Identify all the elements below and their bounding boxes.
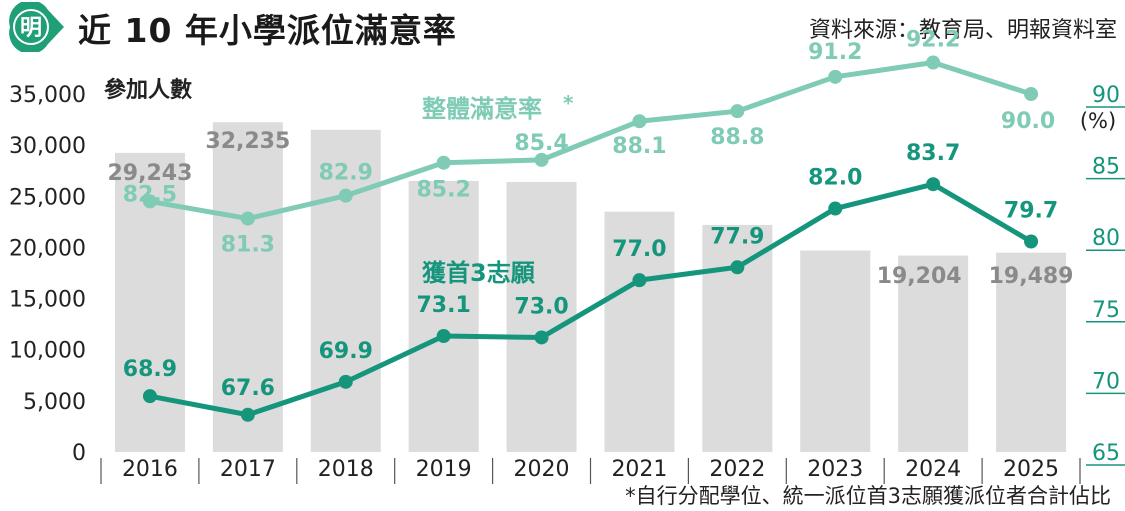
right-tick-label: 80 — [1092, 226, 1120, 251]
right-axis-unit: (%) — [1080, 109, 1116, 133]
mingpao-logo: 明 — [9, 2, 64, 52]
line-marker-2 — [1024, 234, 1039, 249]
x-tick-label: 2025 — [1003, 457, 1059, 482]
bar-2025 — [996, 252, 1067, 452]
line-data-label: 79.7 — [1004, 198, 1058, 223]
line-marker-1 — [828, 69, 843, 84]
right-tick-label: 75 — [1092, 298, 1120, 323]
line-data-label: 88.8 — [710, 125, 764, 150]
x-tick-label: 2018 — [318, 457, 374, 482]
line-data-label: 92.2 — [906, 27, 960, 52]
right-tick-label: 65 — [1092, 441, 1120, 466]
line-data-label: 91.2 — [808, 40, 862, 65]
x-tick-label: 2016 — [122, 457, 178, 482]
x-tick-label: 2021 — [611, 457, 667, 482]
series-name-marker: * — [563, 91, 574, 115]
line-data-label: 81.3 — [221, 233, 275, 258]
line-data-label: 82.0 — [808, 166, 862, 191]
right-tick-label: 85 — [1092, 155, 1120, 180]
line-marker-2 — [730, 260, 745, 275]
line-marker-2 — [828, 201, 843, 216]
line-marker-1 — [338, 188, 353, 203]
line-data-label: 77.0 — [612, 237, 666, 262]
line-marker-2 — [338, 374, 353, 389]
series-name-overall: 整體滿意率 — [422, 95, 542, 123]
line-marker-1 — [436, 155, 451, 170]
bar-data-label: 29,243 — [107, 161, 192, 186]
bar-2017 — [212, 122, 283, 453]
line-marker-2 — [926, 177, 941, 192]
line-data-label: 85.2 — [417, 178, 471, 203]
line-data-label: 82.9 — [319, 161, 373, 186]
bar-data-label: 19,489 — [989, 264, 1074, 289]
line-marker-2 — [436, 329, 451, 344]
line-data-label: 85.4 — [514, 131, 568, 156]
line-data-label: 90.0 — [1001, 109, 1055, 134]
x-tick-label: 2020 — [514, 457, 570, 482]
line-data-label: 77.9 — [710, 224, 764, 249]
left-tick-label: 25,000 — [9, 185, 86, 210]
line-data-label: 69.9 — [319, 339, 373, 364]
left-tick-label: 20,000 — [9, 236, 86, 261]
line-data-label: 83.7 — [906, 141, 960, 166]
left-tick-label: 30,000 — [9, 134, 86, 159]
line-data-label: 73.1 — [417, 293, 471, 318]
bar-2021 — [604, 211, 675, 452]
footnote: *自行分配學位、統一派位首3志願獲派位者合計佔比 — [625, 484, 1111, 508]
bar-2019 — [408, 180, 479, 452]
x-tick-label: 2019 — [416, 457, 472, 482]
line-data-label: 88.1 — [612, 134, 666, 159]
line-series-2 — [149, 181, 1033, 418]
left-tick-label: 35,000 — [9, 83, 86, 108]
line-marker-1 — [632, 114, 647, 129]
line-marker-2 — [142, 389, 157, 404]
line-data-label: 68.9 — [123, 357, 177, 382]
left-tick-label: 15,000 — [9, 288, 86, 313]
left-tick-label: 5,000 — [23, 390, 86, 415]
bar-2023 — [800, 250, 871, 452]
line-marker-1 — [534, 152, 549, 167]
bar-2020 — [506, 181, 577, 453]
line-data-label: 82.5 — [123, 182, 177, 207]
left-axis-label: 參加人數 — [104, 77, 192, 103]
source-note: 資料來源：教育局、明報資料室 — [808, 18, 1117, 43]
line-marker-2 — [632, 273, 647, 288]
bar-data-label: 32,235 — [205, 129, 290, 154]
line-marker-2 — [240, 407, 255, 422]
bar-2022 — [702, 224, 773, 452]
line-data-label: 73.0 — [514, 294, 568, 319]
x-tick-label: 2017 — [220, 457, 276, 482]
line-series-1 — [149, 59, 1032, 222]
chart-title: 近 10 年小學派位滿意率 — [78, 11, 457, 50]
svg-text:明: 明 — [20, 16, 42, 41]
bar-2024 — [898, 255, 969, 452]
x-tick-label: 2022 — [709, 457, 765, 482]
left-tick-label: 10,000 — [9, 339, 86, 364]
line-marker-1 — [240, 211, 255, 226]
line-marker-1 — [142, 194, 157, 209]
x-tick-label: 2024 — [905, 457, 961, 482]
line-marker-1 — [730, 104, 745, 119]
bar-data-label: 19,204 — [877, 264, 962, 289]
left-tick-label: 0 — [72, 441, 86, 466]
x-tick-label: 2023 — [807, 457, 863, 482]
line-marker-1 — [926, 55, 941, 70]
line-data-label: 67.6 — [221, 376, 275, 401]
right-tick-label: 90 — [1092, 83, 1120, 108]
right-tick-label: 70 — [1092, 369, 1120, 394]
series-name-top3: 獲首3志願 — [422, 259, 536, 287]
line-marker-2 — [534, 330, 549, 345]
bar-2018 — [310, 129, 381, 453]
line-marker-1 — [1024, 87, 1039, 101]
